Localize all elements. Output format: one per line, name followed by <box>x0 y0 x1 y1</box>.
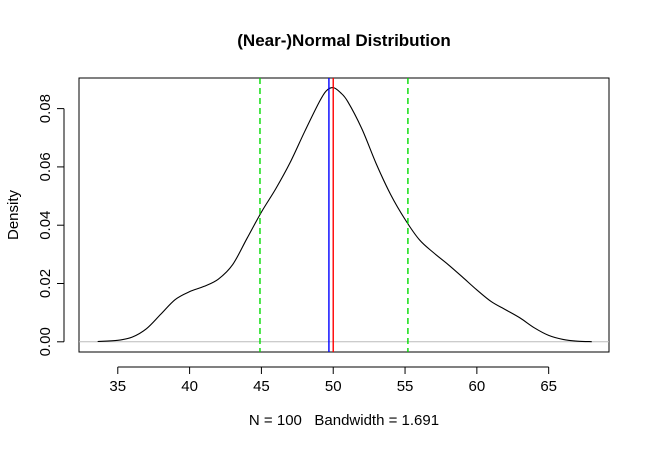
x-axis-label: N = 100 Bandwidth = 1.691 <box>249 412 439 429</box>
x-tick-label: 50 <box>325 378 342 395</box>
x-tick-label: 65 <box>540 378 557 395</box>
chart-title: (Near-)Normal Distribution <box>237 31 450 50</box>
y-tick-label: 0.02 <box>37 269 54 298</box>
y-tick-label: 0.06 <box>37 152 54 181</box>
x-tick-label: 40 <box>181 378 198 395</box>
y-tick-label: 0.04 <box>37 211 54 240</box>
y-axis-label: Density <box>5 189 22 240</box>
x-tick-label: 55 <box>397 378 414 395</box>
y-tick-label: 0.00 <box>37 327 54 356</box>
x-tick-label: 60 <box>469 378 486 395</box>
plot-frame <box>78 77 610 353</box>
y-tick-label: 0.08 <box>37 94 54 123</box>
density-curve <box>97 87 592 343</box>
x-tick-label: 45 <box>253 378 270 395</box>
plot-layer: 35 40 45 50 55 60 65 0.00 0.02 0.04 0.06 0.08 <box>37 78 609 395</box>
x-tick-label: 35 <box>109 378 126 395</box>
